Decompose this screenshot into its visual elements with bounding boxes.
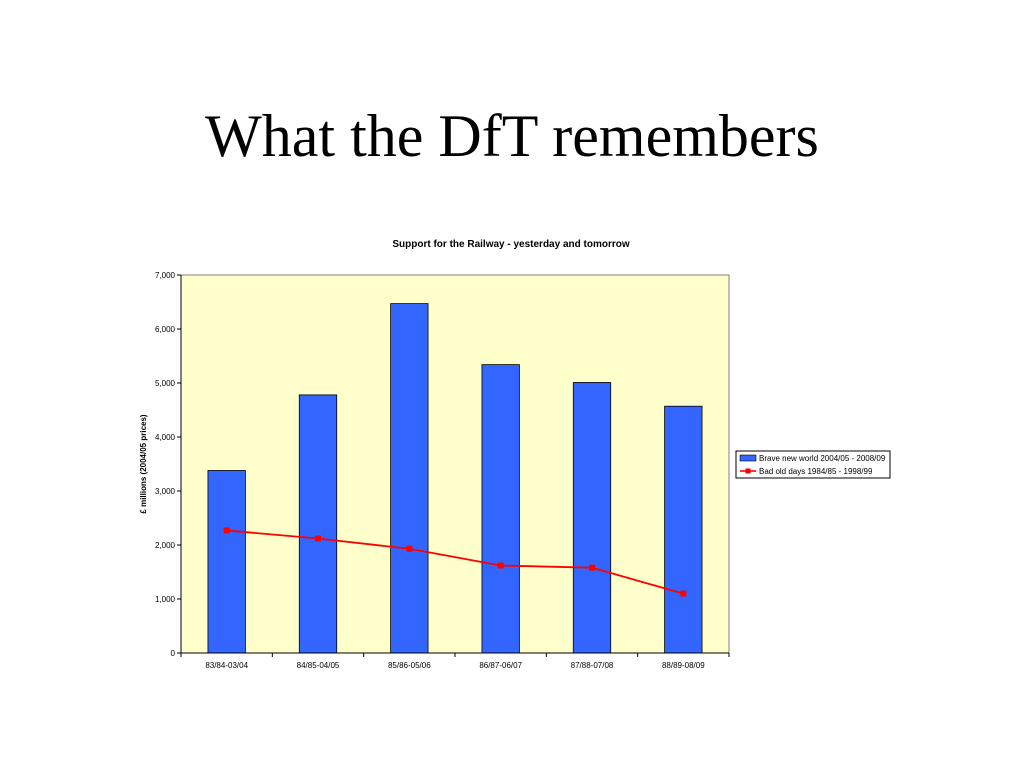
plot-area [180,274,730,654]
x-tick-label: 87/88-07/08 [571,661,614,670]
x-tick-label: 86/87-06/07 [479,661,522,670]
y-tick-label: 1,000 [155,595,176,604]
y-tick-label: 5,000 [155,379,176,388]
y-tick-label: 7,000 [155,271,176,280]
line-point [589,564,595,571]
bar [572,382,612,654]
axes: 0 1,000 2,000 3,000 4,000 5,000 6,000 7,000 83/8… [155,271,730,670]
line-point [497,562,504,569]
x-tick-label: 85/86-05/06 [388,661,431,670]
line-point [680,590,687,597]
bar [481,364,520,654]
y-tick-label: 6,000 [155,325,176,334]
bar [664,405,703,654]
x-tick-label: 88/89-08/09 [662,661,705,670]
legend: Brave new world 2004/05 - 2008/09 Bad ol… [735,450,891,479]
chart-title: Support for the Railway - yesterday and … [392,239,629,250]
legend-swatch-bar [739,454,757,462]
line-point [315,535,321,542]
legend-box [735,450,891,479]
y-tick-label: 2,000 [155,541,176,550]
line-path [226,529,684,595]
y-tick-label: 4,000 [155,433,176,442]
y-axis-label: £ millions (2004/05 prices) [139,414,148,513]
line-point [223,527,230,534]
x-tick-label: 84/85-04/05 [297,661,340,670]
y-tick-label: 0 [171,649,176,658]
y-tick-label: 3,000 [155,487,176,496]
bar [207,470,246,654]
line-point [406,545,413,552]
bar [390,303,429,654]
bar [298,394,338,654]
x-tick-label: 83/84-03/04 [205,661,248,670]
legend-swatch-marker [745,468,751,474]
bar-series [207,303,703,654]
line-series [223,527,687,597]
slide-title: What the DfT remembers [205,103,819,169]
legend-label-line: Bad old days 1984/85 - 1998/99 [759,467,873,476]
legend-label-bar: Brave new world 2004/05 - 2008/09 [759,454,886,463]
